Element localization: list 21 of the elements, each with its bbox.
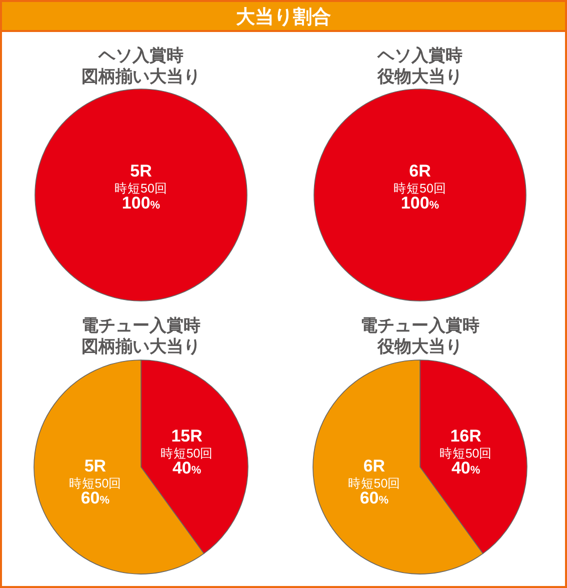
- slice-label: 15R 時短50回: [160, 426, 214, 461]
- slice-label: 5R 時短50回: [68, 456, 122, 490]
- data-label: 40%: [172, 458, 202, 478]
- chart-subtitle: 図柄揃い大当り: [82, 67, 200, 86]
- data-label: 100%: [400, 194, 440, 212]
- data-label: 40%: [451, 458, 480, 478]
- text: 大当り割合: [236, 6, 331, 28]
- chart-title: 電チュー入賞時: [82, 316, 200, 335]
- slice-label: 6R 時短50回: [348, 456, 401, 490]
- data-label: 100%: [122, 194, 160, 212]
- chart-subtitle: 役物大当り: [376, 67, 462, 86]
- slice-label: 5R 時短50回: [114, 162, 168, 196]
- chart-subtitle: 役物大当り: [376, 337, 462, 356]
- chart-title: ヘソ入賞時: [376, 46, 462, 65]
- slice-label: 6R 時短50回: [394, 162, 446, 196]
- data-label: 60%: [360, 488, 389, 508]
- chart-subtitle: 図柄揃い大当り: [82, 337, 200, 356]
- chart-title: ヘソ入賞時: [98, 46, 184, 65]
- data-label: 60%: [80, 488, 110, 508]
- slice-label: 16R 時短50回: [439, 426, 492, 461]
- chart-title: 電チュー入賞時: [360, 316, 480, 335]
